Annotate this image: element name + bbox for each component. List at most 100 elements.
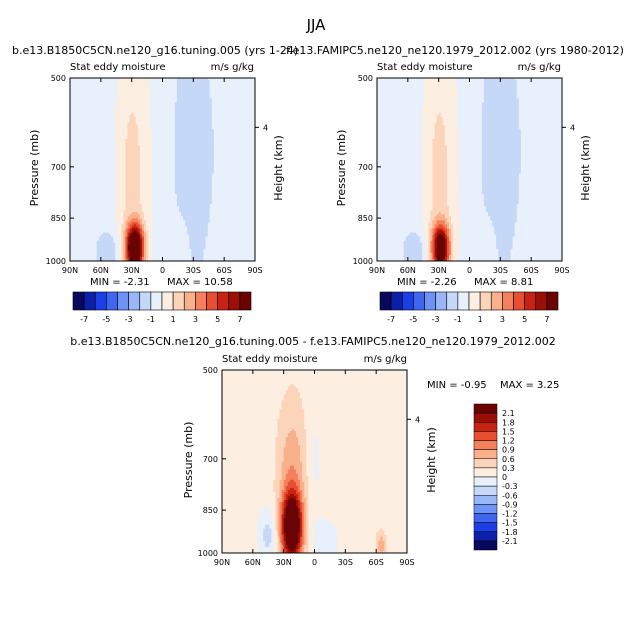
heatmap-cell — [172, 216, 176, 219]
heatmap-cell — [156, 242, 159, 246]
heatmap-cell — [139, 110, 143, 113]
heatmap-cell — [156, 214, 159, 217]
heatmap-cell — [141, 200, 145, 203]
heatmap-cell — [88, 238, 91, 242]
heatmap-cell — [92, 208, 96, 211]
heatmap-cell — [168, 128, 172, 132]
heatmap-cell — [94, 157, 98, 160]
heatmap-cell — [137, 136, 141, 140]
heatmap-cell — [181, 189, 184, 193]
heatmap-cell — [131, 169, 135, 172]
season-title: JJA — [306, 16, 327, 34]
heatmap-cell — [131, 149, 135, 152]
heatmap-cell — [181, 195, 184, 199]
heatmap-cell — [164, 155, 168, 158]
heatmap-cell — [135, 256, 139, 260]
heatmap-cell — [70, 106, 73, 109]
heatmap-cell — [104, 165, 108, 168]
heatmap-cell — [80, 147, 83, 150]
heatmap-cell — [133, 98, 137, 101]
heatmap-cell — [96, 100, 100, 103]
heatmap-cell — [74, 96, 77, 99]
heatmap-cell — [158, 220, 161, 223]
heatmap-cell — [121, 256, 124, 260]
heatmap-cell — [154, 84, 157, 87]
heatmap-cell — [104, 90, 108, 93]
heatmap-cell — [139, 78, 143, 81]
heatmap-cell — [141, 161, 145, 164]
heatmap-cell — [176, 126, 180, 130]
heatmap-cell — [78, 159, 81, 162]
heatmap-cell — [139, 218, 143, 221]
heatmap-cell — [144, 110, 147, 113]
heatmap-cell — [72, 102, 75, 105]
heatmap-cell — [111, 250, 114, 254]
heatmap-cell — [141, 96, 145, 99]
heatmap-cell — [139, 92, 143, 95]
heatmap-cell — [76, 167, 79, 170]
heatmap-cell — [82, 147, 85, 150]
heatmap-cell — [123, 220, 126, 223]
heatmap-cell — [160, 141, 163, 144]
heatmap-cell — [150, 163, 153, 166]
heatmap-cell — [92, 114, 96, 118]
heatmap-cell — [82, 187, 85, 191]
heatmap-cell — [160, 181, 163, 185]
heatmap-cell — [123, 218, 126, 221]
heatmap-cell — [90, 161, 94, 164]
heatmap-cell — [137, 236, 141, 240]
heatmap-cell — [152, 116, 155, 120]
heatmap-cell — [168, 183, 172, 187]
heatmap-cell — [121, 175, 124, 179]
heatmap-cell — [168, 145, 172, 148]
heatmap-cell — [133, 179, 137, 183]
heatmap-cell — [131, 100, 135, 103]
heatmap-cell — [170, 252, 174, 256]
heatmap-cell — [127, 155, 131, 158]
heatmap-cell — [129, 159, 133, 162]
heatmap-cell — [100, 118, 104, 122]
heatmap-cell — [148, 153, 151, 156]
heatmap-cell — [78, 92, 81, 95]
heatmap-cell — [72, 128, 75, 132]
heatmap-cell — [158, 128, 161, 132]
heatmap-cell — [123, 128, 126, 132]
heatmap-cell — [172, 82, 176, 85]
heatmap-cell — [88, 130, 91, 134]
heatmap-cell — [94, 179, 98, 183]
heatmap-cell — [119, 222, 122, 225]
heatmap-cell — [141, 222, 145, 225]
heatmap-cell — [111, 161, 114, 164]
heatmap-cell — [176, 197, 180, 201]
heatmap-cell — [141, 88, 145, 91]
heatmap-cell — [181, 256, 184, 260]
heatmap-cell — [86, 141, 89, 144]
heatmap-cell — [137, 112, 141, 115]
heatmap-cell — [121, 191, 124, 195]
heatmap-cell — [160, 222, 163, 225]
heatmap-cell — [92, 258, 96, 261]
heatmap-cell — [146, 195, 149, 199]
heatmap-cell — [178, 132, 182, 136]
heatmap-cell — [133, 157, 137, 160]
heatmap-cell — [129, 136, 133, 140]
heatmap-cell — [164, 238, 168, 242]
heatmap-cell — [133, 139, 137, 142]
heatmap-cell — [168, 167, 172, 170]
heatmap-cell — [125, 195, 128, 199]
heatmap-cell — [170, 143, 174, 146]
heatmap-cell — [168, 246, 172, 250]
heatmap-cell — [121, 240, 124, 244]
heatmap-cell — [131, 126, 135, 130]
heatmap-cell — [78, 100, 81, 103]
heatmap-cell — [144, 82, 147, 85]
heatmap-cell — [135, 124, 139, 128]
heatmap-cell — [96, 200, 100, 203]
heatmap-cell — [78, 84, 81, 87]
heatmap-cell — [144, 136, 147, 140]
heatmap-cell — [129, 248, 133, 252]
heatmap-cell — [121, 258, 124, 261]
heatmap-cell — [154, 112, 157, 115]
heatmap-cell — [94, 147, 98, 150]
heatmap-cell — [100, 104, 104, 107]
